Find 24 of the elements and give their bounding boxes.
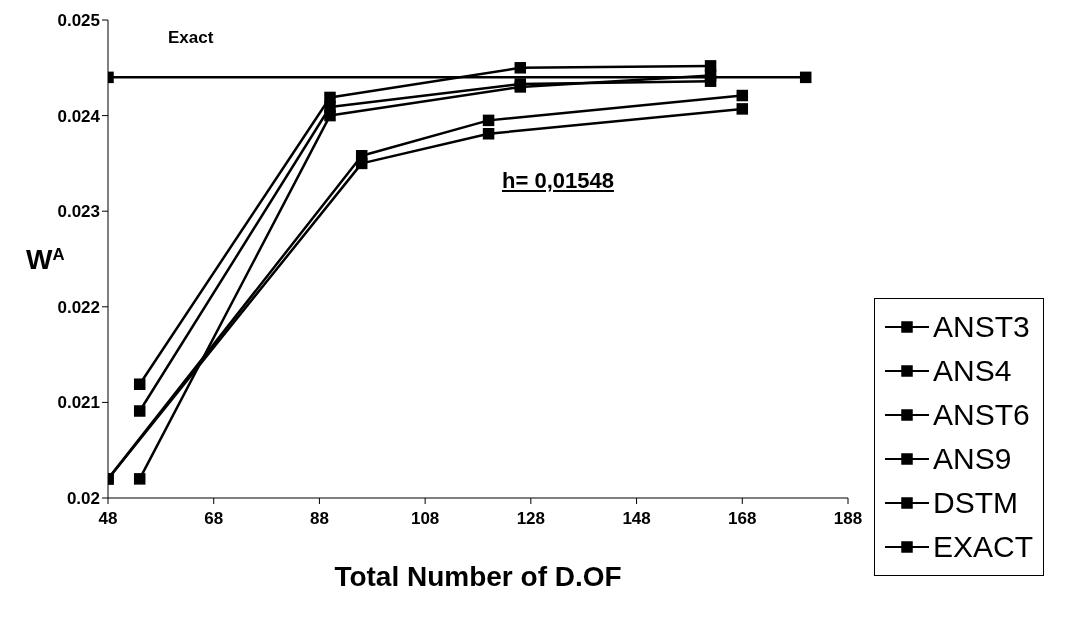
y-tick-label: 0.02 — [66, 489, 100, 509]
y-axis-title: W$^{A}$ — [26, 244, 65, 275]
x-axis-title: Total Number of D.OF — [334, 561, 622, 592]
x-tick-label: 48 — [98, 509, 118, 529]
y-tick-label: 0.021 — [57, 393, 100, 413]
annotation: h= 0,01548 — [502, 168, 614, 194]
annotation: Exact — [168, 28, 214, 48]
legend-label: ANST3 — [933, 310, 1030, 344]
legend-label: ANS9 — [933, 442, 1012, 476]
y-tick-label: 0.022 — [57, 297, 100, 317]
x-tick-label: 148 — [622, 509, 651, 529]
x-tick-label: 128 — [516, 509, 546, 529]
legend-label: DSTM — [933, 486, 1018, 520]
legend-label: ANST6 — [933, 398, 1030, 432]
x-tick-label: 88 — [309, 509, 329, 529]
x-tick-label: 188 — [833, 509, 863, 529]
y-tick-label: 0.025 — [57, 11, 100, 31]
y-tick-label: 0.024 — [57, 106, 101, 126]
x-tick-label: 108 — [410, 509, 440, 529]
legend-label: ANS4 — [933, 354, 1012, 388]
y-tick-label: 0.023 — [57, 202, 100, 222]
x-tick-label: 168 — [728, 509, 757, 529]
legend-label: EXACT — [933, 530, 1034, 564]
x-tick-label: 68 — [204, 509, 224, 529]
